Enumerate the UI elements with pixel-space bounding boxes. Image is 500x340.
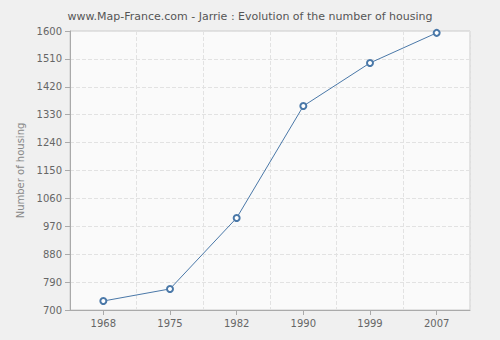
svg-text:1982: 1982 — [224, 318, 249, 329]
svg-text:1999: 1999 — [357, 318, 382, 329]
svg-text:1240: 1240 — [37, 137, 62, 148]
svg-text:1060: 1060 — [37, 193, 62, 204]
svg-text:700: 700 — [43, 305, 62, 316]
svg-text:www.Map-France.com - Jarrie :: www.Map-France.com - Jarrie : Evolution … — [68, 10, 433, 23]
svg-text:790: 790 — [43, 277, 62, 288]
svg-text:1420: 1420 — [37, 81, 62, 92]
svg-text:1968: 1968 — [91, 318, 116, 329]
svg-text:1510: 1510 — [37, 53, 62, 64]
svg-text:970: 970 — [43, 221, 62, 232]
svg-text:880: 880 — [43, 249, 62, 260]
svg-text:1975: 1975 — [157, 318, 182, 329]
svg-text:1600: 1600 — [37, 26, 62, 37]
svg-text:1330: 1330 — [37, 109, 62, 120]
svg-text:1150: 1150 — [37, 165, 62, 176]
svg-text:2007: 2007 — [424, 318, 449, 329]
svg-text:Number of housing: Number of housing — [15, 123, 26, 219]
svg-text:1990: 1990 — [291, 318, 316, 329]
